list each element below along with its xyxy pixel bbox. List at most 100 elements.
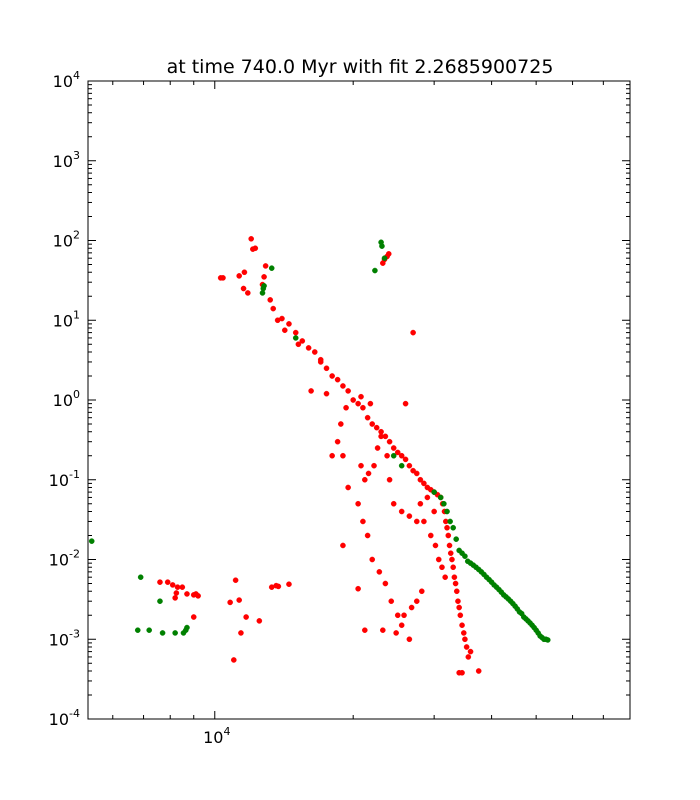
x-tick-base: 10 [203,728,223,747]
y-tick-label: 100 [53,388,80,410]
scatter-point [240,285,247,292]
scatter-point [350,397,356,403]
scatter-point [362,476,368,483]
scatter-point [408,604,415,611]
y-tick-exponent: 0 [73,388,80,401]
scatter-point [364,532,371,539]
scatter-point [376,569,383,575]
scatter-point [437,494,444,501]
y-tick-label: 103 [53,149,80,171]
scatter-point [292,329,299,336]
scatter-point [295,341,302,348]
scatter-point [268,265,275,271]
scatter-point [424,494,431,501]
scatter-point [340,542,346,549]
scatter-point [453,588,460,595]
scatter-point [410,329,416,336]
y-tick-exponent: -4 [69,707,80,720]
scatter-point [449,556,455,563]
plot-frame [87,80,631,720]
scatter-point [236,273,242,279]
scatter-point [311,349,318,355]
scatter-point [252,245,259,252]
x-axis: 104 [112,81,604,747]
scatter-point [432,542,439,549]
scatter-point [378,428,384,435]
scatter-point [393,630,399,636]
scatter-point [445,532,452,539]
scatter-point [379,243,385,249]
scatter-point [401,612,407,619]
y-tick-label: 10-3 [49,627,80,649]
scatter-point [413,470,420,477]
scatter-point [190,614,197,620]
scatter-point [435,556,442,563]
scatter-point [241,269,248,276]
scatter-point [417,500,424,507]
scatter-point [384,452,390,459]
scatter-point [270,305,277,312]
scatter-point [193,591,199,597]
scatter-point [227,599,233,606]
y-tick-base: 10 [49,630,69,649]
y-tick-exponent: -3 [69,627,80,640]
scatter-point [364,414,371,421]
y-tick-label: 101 [53,308,80,330]
scatter-point [134,627,141,633]
scatter-point [394,612,401,619]
scatter-point [465,654,472,660]
scatter-point [173,590,180,596]
y-tick-label: 104 [53,69,80,91]
scatter-point [338,421,344,427]
scatter-point [398,452,405,459]
scatter-point [421,518,427,525]
scatter-point [444,508,450,515]
scatter-point [317,359,324,365]
scatter-point [369,421,376,427]
scatter-point [365,470,372,477]
scatter-point [382,580,389,587]
scatter-point [459,669,465,676]
scatter-point [159,630,166,636]
scatter-point [245,290,251,296]
scatter-point [286,581,292,588]
scatter-point [329,452,335,459]
scatter-point [390,452,397,459]
scatter-point [248,236,254,242]
scatter-point [402,456,409,463]
scatter-point [398,622,405,629]
scatter-point [380,260,386,266]
scatter-point [451,574,458,580]
scatter-point [544,637,551,643]
y-tick-exponent: -1 [69,468,80,481]
y-tick-base: 10 [49,710,69,729]
scatter-point [378,433,384,440]
scatter-point [256,618,263,624]
scatter-point [398,462,405,469]
scatter-point [137,574,144,580]
scatter-point [340,383,346,389]
scatter-point [475,668,482,674]
scatter-point [355,585,361,592]
scatter-point [388,598,395,604]
y-tick-base: 10 [53,311,73,330]
y-tick-base: 10 [49,551,69,570]
scatter-point [450,524,456,531]
scatter-point [373,424,380,431]
scatter-point [286,321,292,327]
y-tick-base: 10 [53,72,73,91]
scatter-point [334,438,341,445]
scatter-point [452,580,459,587]
scatter-point [172,630,178,636]
red-series [157,236,482,676]
y-tick-exponent: -2 [69,548,80,561]
scatter-point [381,255,388,261]
scatter-point [169,582,176,588]
scatter-point [358,393,364,400]
scatter-point [232,577,239,584]
scatter-point [442,574,448,580]
scatter-point [380,627,386,633]
scatter-point [279,315,285,322]
scatter-point [460,630,467,636]
